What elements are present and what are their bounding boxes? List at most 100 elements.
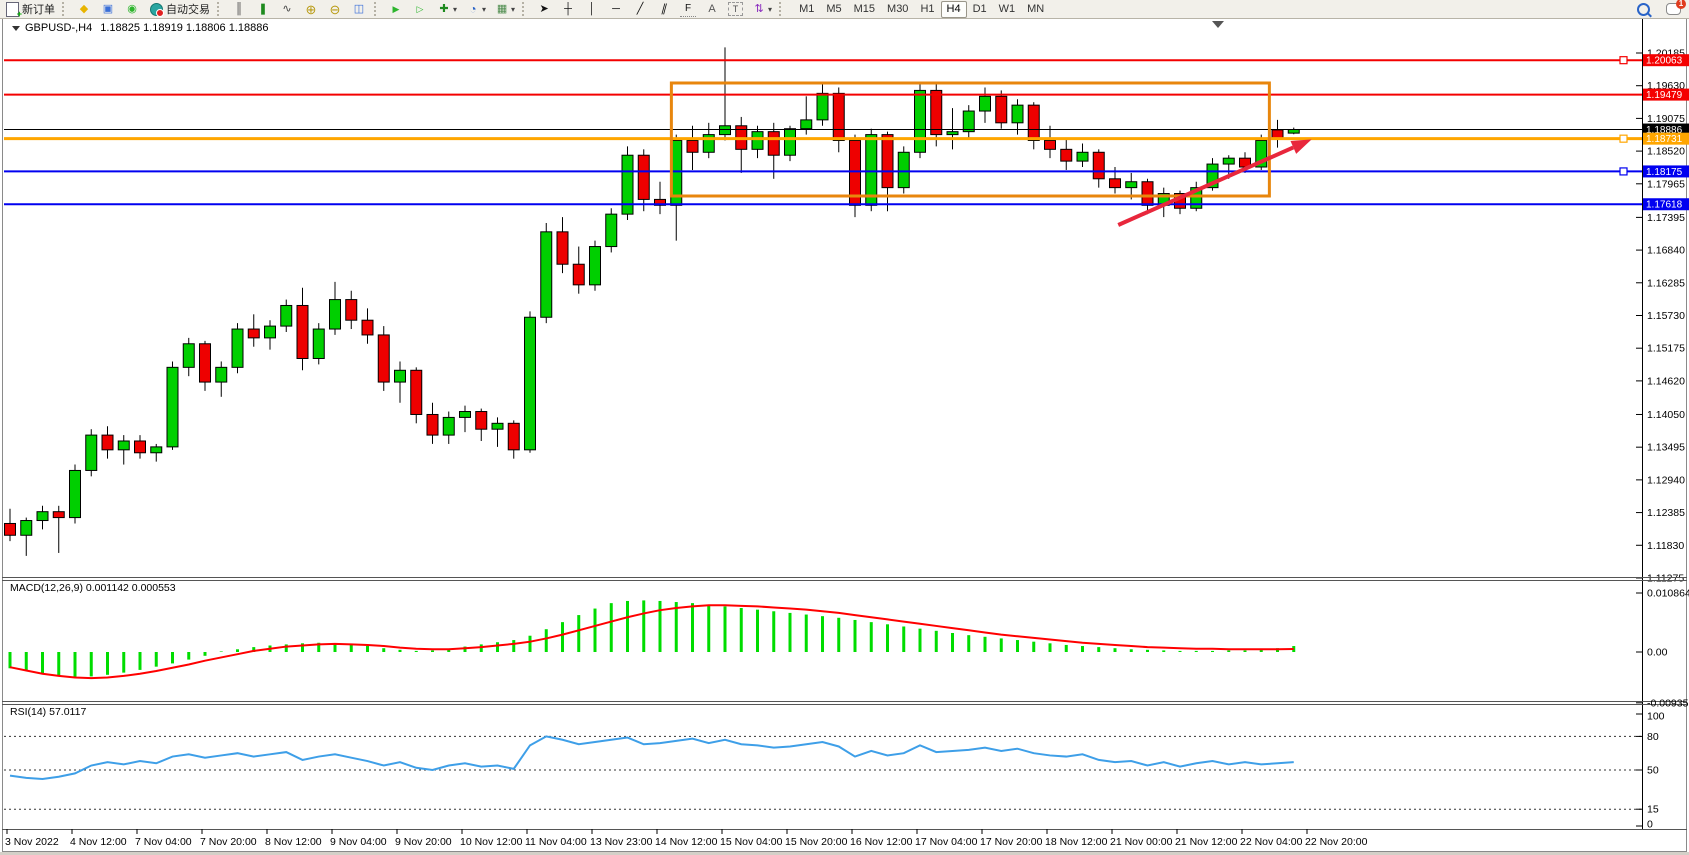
candle-body [1109, 178, 1121, 189]
time-tick-label: 17 Nov 20:00 [980, 836, 1043, 848]
candle-body [881, 134, 894, 189]
gold-ingot-button[interactable]: ◆ [73, 1, 95, 17]
ohlc-values: 1.18825 1.18919 1.18806 1.18886 [100, 22, 269, 34]
chart-shift-icon: ▷ [416, 3, 424, 14]
text-label-icon: T [728, 2, 744, 16]
time-tick-label: 7 Nov 20:00 [200, 836, 257, 848]
chevron-down-icon: ▾ [482, 4, 487, 14]
zoom-in-button[interactable]: ⊕ [300, 1, 322, 17]
candle-body [426, 413, 439, 436]
fibonacci-button[interactable]: F [677, 1, 699, 17]
price-level-label-box [1643, 132, 1689, 145]
templates-button[interactable]: ▦ ▾ [491, 1, 518, 17]
time-axis[interactable]: 3 Nov 2022 4 Nov 12:00 7 Nov 04:00 7 Nov 20… [2, 829, 1687, 848]
rsi-tick-label: 100 [1647, 711, 1665, 723]
time-tick-label: 9 Nov 20:00 [395, 836, 452, 848]
consolidation-rectangle[interactable] [669, 81, 1271, 198]
indicators-button[interactable]: ✚ ▾ [433, 1, 460, 17]
candle-body [1092, 151, 1105, 180]
trendline-button[interactable]: ╱ [629, 1, 651, 17]
timeframe-d1[interactable]: D1 [972, 2, 987, 15]
candle-body [247, 328, 260, 339]
chat-button[interactable]: 1 [1666, 0, 1686, 15]
timeframe-h1[interactable]: H1 [920, 2, 935, 15]
tile-windows-button[interactable]: ◫ [348, 1, 370, 17]
candle-body [849, 139, 861, 206]
arrows-button[interactable]: ⇅ ▾ [748, 1, 775, 17]
timeframe-m15[interactable]: M15 [853, 2, 876, 15]
candle-body [621, 154, 634, 215]
trend-arrow-line[interactable] [1117, 145, 1295, 227]
candle-body [1141, 181, 1154, 206]
text-label-button[interactable]: T [725, 1, 746, 17]
chart-shift-marker[interactable] [1212, 21, 1224, 28]
chart-menu-icon[interactable] [12, 25, 20, 31]
candle-body [784, 128, 796, 156]
bar-chart-button[interactable]: ║ [228, 1, 250, 17]
candlestick-chart-button[interactable]: ❚ [252, 1, 274, 17]
gold-ingot-icon: ◆ [79, 2, 89, 15]
candle-body [832, 92, 845, 141]
candle-body [524, 316, 536, 451]
new-order-label: 新订单 [22, 4, 55, 16]
line-handle[interactable] [1619, 134, 1628, 143]
toolbar-grip [217, 2, 224, 16]
cursor-icon: ➤ [539, 2, 549, 15]
bottom-strip [0, 852, 1689, 855]
timeframe-h4[interactable]: H4 [940, 0, 967, 18]
price-level-label-box [1643, 198, 1689, 211]
crosshair-button[interactable]: ┼ [557, 1, 579, 17]
candle-body [865, 134, 878, 206]
time-tick-label: 17 Nov 04:00 [915, 836, 978, 848]
autotrading-button[interactable]: 自动交易 [145, 1, 213, 17]
price-axis[interactable]: 1.201851.196301.190751.185201.179651.173… [1636, 19, 1689, 829]
text-button[interactable]: A [701, 1, 723, 17]
pivot-line-orange[interactable] [4, 134, 1642, 143]
auto-scroll-button[interactable]: ▶ [385, 1, 407, 17]
signal-button[interactable]: ◉ [121, 1, 143, 17]
horizontal-line-icon: ─ [612, 2, 620, 15]
time-tick-label: 18 Nov 12:00 [1045, 836, 1108, 848]
time-tick-label: 11 Nov 04:00 [525, 836, 587, 848]
chart-background [0, 18, 1689, 853]
candle-body [979, 95, 991, 112]
candle-body [589, 246, 601, 286]
line-chart-button[interactable]: ∿ [276, 1, 298, 17]
search-button[interactable] [1634, 1, 1653, 17]
periods-button[interactable]: ◔ ▾ [462, 1, 489, 17]
price-tick-label: 1.15175 [1647, 343, 1685, 355]
candle-body [36, 511, 49, 522]
time-tick-label: 22 Nov 04:00 [1240, 836, 1303, 848]
chart-shift-button[interactable]: ▷ [409, 1, 431, 17]
horizontal-line-button[interactable]: ─ [605, 1, 627, 17]
line-handle[interactable] [1619, 56, 1628, 65]
resistance-line-upper[interactable] [4, 56, 1642, 65]
zoom-out-button[interactable]: ⊖ [324, 1, 346, 17]
cursor-button[interactable]: ➤ [533, 1, 555, 17]
signal-icon: ◉ [127, 2, 137, 15]
price-tick-label: 1.11275 [1647, 572, 1684, 584]
arrows-icon: ⇅ [754, 2, 764, 15]
timeframe-m1[interactable]: M1 [799, 2, 815, 15]
time-tick-label: 13 Nov 23:00 [590, 836, 653, 848]
time-tick-label: 21 Nov 00:00 [1110, 836, 1173, 848]
data-window-button[interactable]: ▣ [97, 1, 119, 17]
timeframe-m5[interactable]: M5 [826, 2, 842, 15]
trend-arrow[interactable] [1117, 139, 1312, 227]
candle-body [134, 440, 146, 454]
macd-tick-label: 0.010864 [1647, 588, 1689, 600]
line-handle[interactable] [1619, 167, 1628, 176]
new-order-button[interactable]: + 新订单 [1, 1, 58, 18]
autotrading-globe-icon [148, 2, 164, 17]
candle-body [507, 422, 520, 451]
support-line-upper[interactable] [4, 167, 1642, 176]
vertical-line-button[interactable]: │ [581, 1, 603, 17]
timeframe-w1[interactable]: W1 [998, 2, 1016, 15]
timeframe-m30[interactable]: M30 [887, 2, 909, 15]
timeframe-group: M1 M5 M15 M30 H1 H4 D1 W1 MN [793, 0, 1050, 18]
equidistant-channel-button[interactable]: ∥ [653, 1, 675, 17]
toolbar-grip [779, 2, 786, 16]
timeframe-mn[interactable]: MN [1027, 2, 1045, 15]
price-tick-label: 1.17965 [1647, 178, 1685, 190]
